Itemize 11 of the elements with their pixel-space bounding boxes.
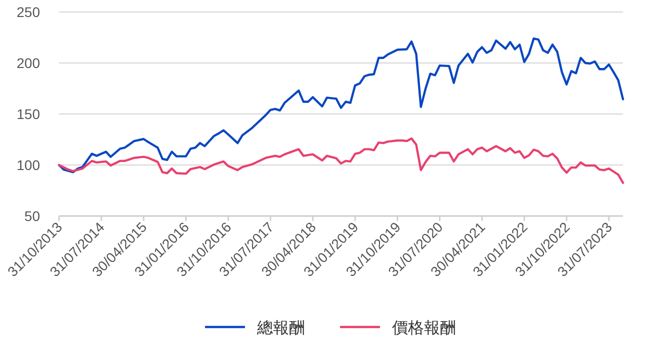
legend-label: 價格報酬 xyxy=(392,319,456,337)
line-series xyxy=(58,37,624,174)
y-tick-label: 50 xyxy=(24,208,40,224)
y-tick-label: 150 xyxy=(16,106,40,122)
legend-item: 價格報酬 xyxy=(340,320,456,337)
line-series xyxy=(58,137,624,184)
y-tick-label: 100 xyxy=(16,157,40,173)
legend-label: 總報酬 xyxy=(256,319,305,337)
legend-item: 總報酬 xyxy=(205,320,305,337)
y-tick-label: 250 xyxy=(16,4,40,20)
y-tick-label: 200 xyxy=(16,55,40,71)
